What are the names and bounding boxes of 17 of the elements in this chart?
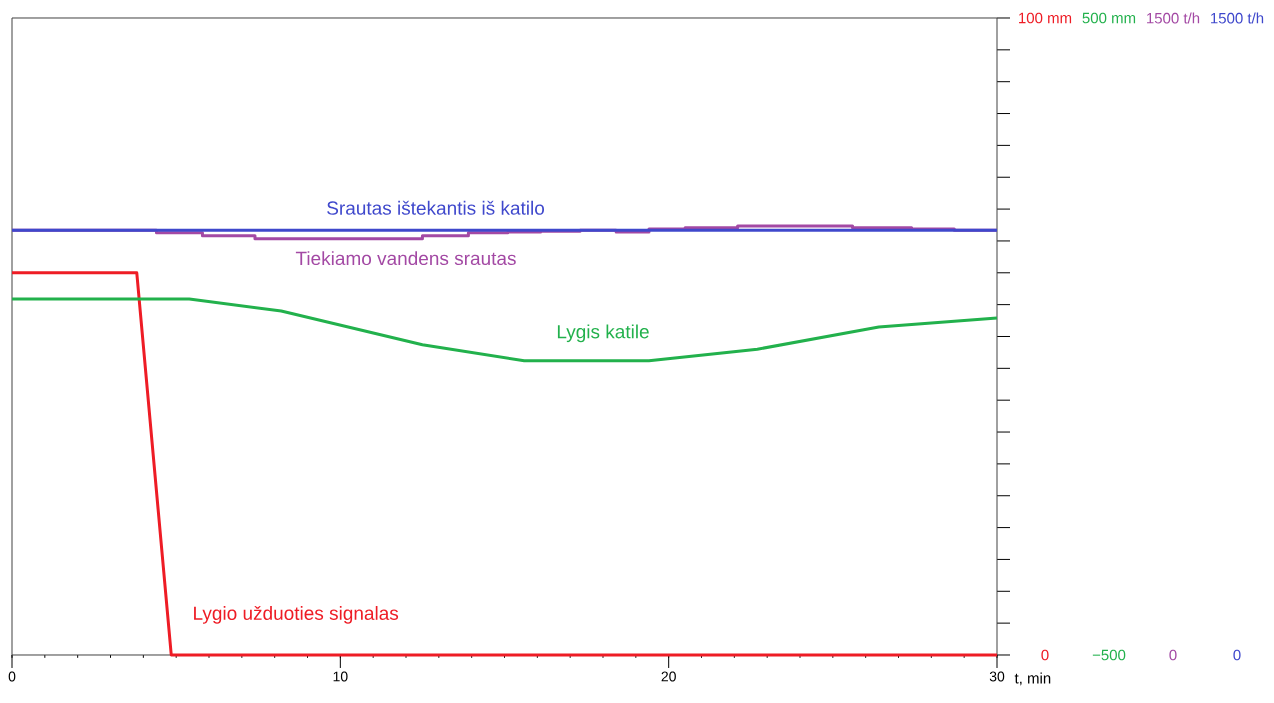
x-axis-title: t, min: [1014, 672, 1051, 686]
series-label: Lygio užduoties signalas: [194, 605, 399, 624]
text: 1500 t/h: [1211, 12, 1264, 24]
y-tick-label: 100 mm: [1019, 12, 1072, 24]
x-tick-label: 20: [661, 671, 676, 682]
y3-tick-label: −500: [1092, 649, 1126, 661]
text: 0: [1233, 649, 1241, 661]
x-tick-label: 0: [8, 671, 16, 682]
line-series: [10, 297, 999, 363]
series-label: Lygis katile: [557, 324, 649, 343]
x-tick-label: 10: [333, 671, 348, 682]
y2-tick-label: 1500 t/h: [1147, 12, 1200, 24]
series-label: Srautas ištekantis iš katilo: [327, 200, 545, 215]
series-label: Tiekiamo vandens srautas: [295, 251, 516, 266]
x-tick-label: 30: [989, 671, 1005, 682]
y3-tick-label: 500 mm: [1082, 12, 1136, 24]
y2-tick-label: 0: [1169, 649, 1177, 661]
